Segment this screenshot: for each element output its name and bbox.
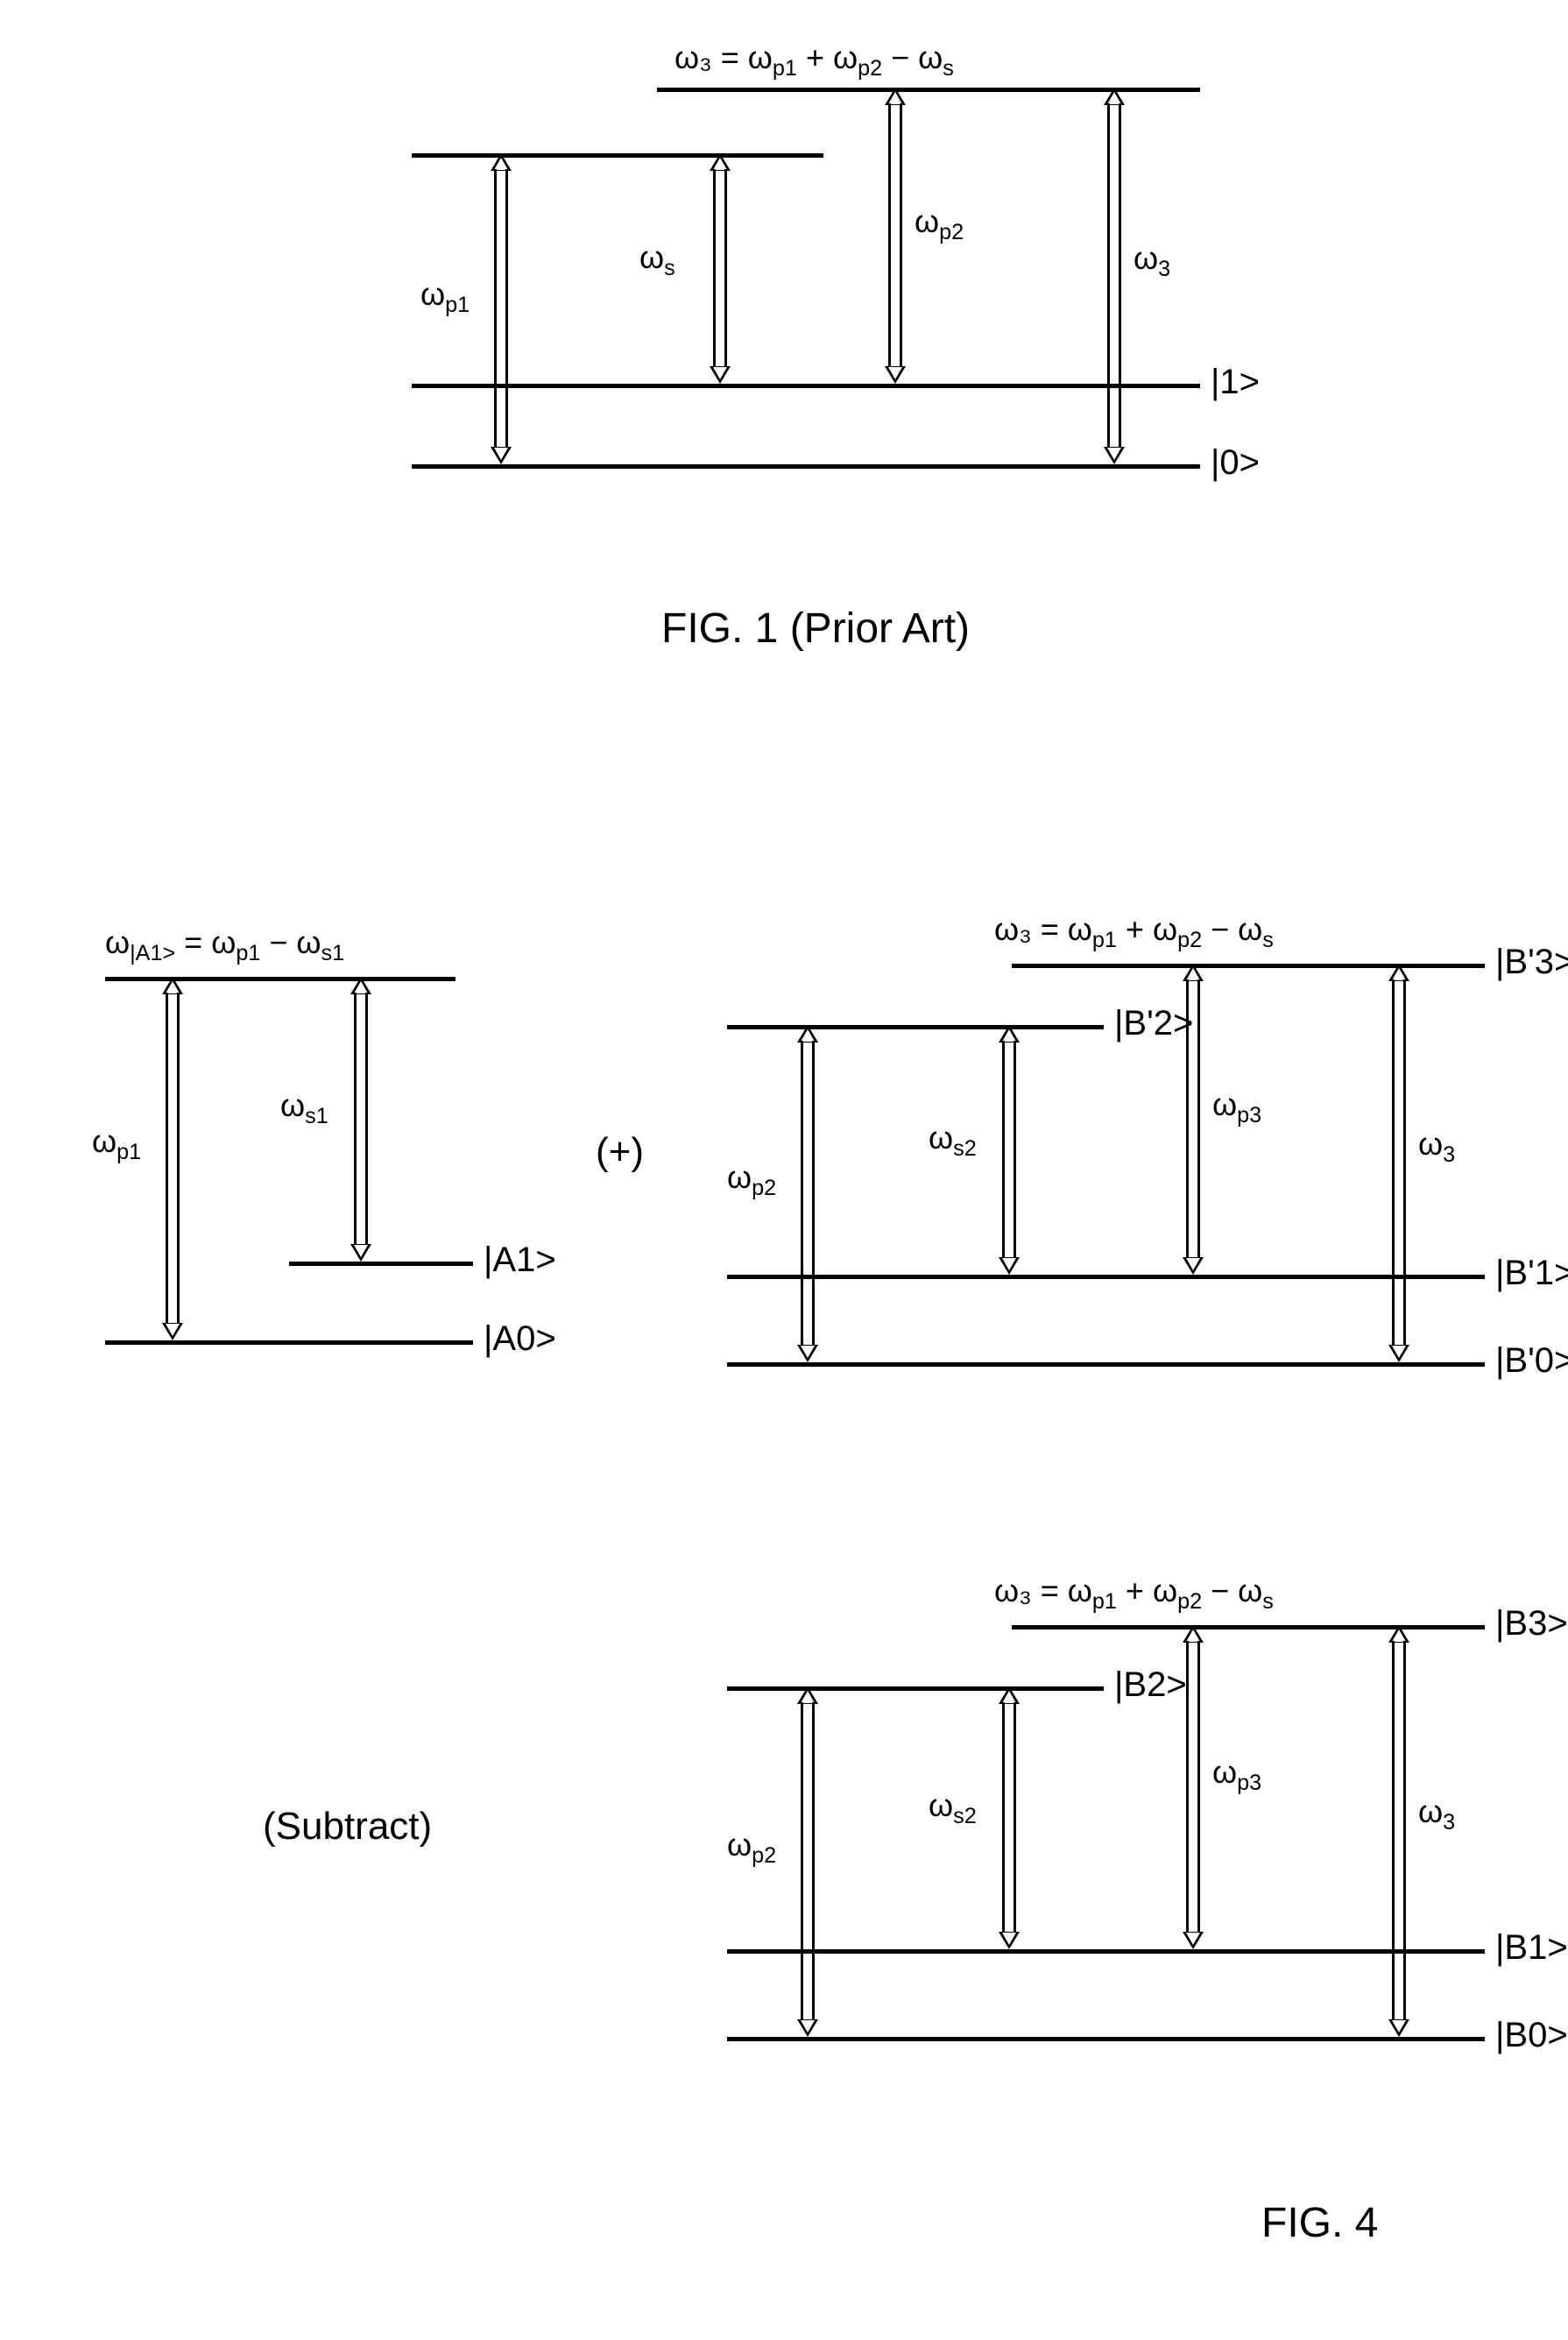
panelA-equation: ω|A1> = ωp1 − ωs1 xyxy=(105,924,344,966)
panelBprime-label-Bp0: |B'0> xyxy=(1495,1341,1568,1381)
panelA-level-A-top xyxy=(105,977,456,981)
fig1-caption: FIG. 1 (Prior Art) xyxy=(661,604,970,653)
panelBprime-arrow-wp3 xyxy=(1183,964,1204,1275)
fig1-arrow-label-ws: ωs xyxy=(639,239,675,281)
panelBprime-arrow-wp2 xyxy=(797,1025,818,1362)
subtract-label: (Subtract) xyxy=(263,1805,432,1849)
panelB-arrow-label-w3: ω3 xyxy=(1418,1793,1455,1835)
panelBprime-level-Bp0 xyxy=(727,1362,1485,1367)
panelBprime-arrow-ws2 xyxy=(999,1025,1020,1275)
panelA-level-A1 xyxy=(289,1262,473,1266)
panelBprime-arrow-label-wp2: ωp2 xyxy=(727,1159,776,1201)
panelB-label-B1: |B1> xyxy=(1495,1928,1568,1968)
fig1-level-one xyxy=(412,384,1200,388)
fig1-arrow-label-wp1: ωp1 xyxy=(420,276,470,318)
fig1-level-zero xyxy=(412,464,1200,469)
panelB-level-B2 xyxy=(727,1686,1104,1691)
panelB-label-B3: |B3> xyxy=(1495,1604,1568,1644)
panelB-label-B2: |B2> xyxy=(1114,1665,1187,1705)
plus-label: (+) xyxy=(596,1130,644,1174)
panelBprime-arrow-label-w3: ω3 xyxy=(1418,1126,1455,1168)
panelA-level-A0 xyxy=(105,1340,473,1345)
page: ω₃ = ωp1 + ωp2 − ωs FIG. 1 (Prior Art) (… xyxy=(0,0,1568,2340)
panelA-label-A0: |A0> xyxy=(484,1319,556,1359)
fig1-label-zero: |0> xyxy=(1211,443,1260,483)
panelB-arrow-wp3 xyxy=(1183,1625,1204,1949)
panelBprime-label-Bp3: |B'3> xyxy=(1495,943,1568,982)
fig1-arrow-ws xyxy=(710,153,731,384)
panelA-arrow-wp1 xyxy=(162,977,183,1340)
panelA-arrow-label-ws1: ωs1 xyxy=(280,1087,328,1129)
panelBprime-arrow-label-ws2: ωs2 xyxy=(929,1120,977,1162)
fig1-arrow-label-w3: ω3 xyxy=(1134,240,1170,282)
panelB-level-B3 xyxy=(1012,1625,1485,1630)
fig1-equation: ω₃ = ωp1 + ωp2 − ωs xyxy=(675,39,954,81)
panelB-level-B0 xyxy=(727,2037,1485,2041)
panelBprime-equation: ω₃ = ωp1 + ωp2 − ωs xyxy=(994,911,1274,953)
panelB-arrow-w3 xyxy=(1388,1625,1409,2037)
panelB-arrow-label-ws2: ωs2 xyxy=(929,1787,977,1829)
fig1-arrow-w3 xyxy=(1104,88,1125,464)
fig1-arrow-wp1 xyxy=(491,153,512,464)
panelB-arrow-label-wp2: ωp2 xyxy=(727,1827,776,1869)
fig1-arrow-label-wp2: ωp2 xyxy=(915,203,964,245)
panelB-arrow-ws2 xyxy=(999,1686,1020,1949)
panelA-arrow-label-wp1: ωp1 xyxy=(92,1123,141,1165)
panelB-arrow-wp2 xyxy=(797,1686,818,2037)
panelB-label-B0: |B0> xyxy=(1495,2016,1568,2055)
panelBprime-level-Bp1 xyxy=(727,1275,1485,1279)
panelBprime-arrow-w3 xyxy=(1388,964,1409,1362)
panelA-label-A1: |A1> xyxy=(484,1241,556,1280)
panelBprime-arrow-label-wp3: ωp3 xyxy=(1212,1086,1261,1128)
panelB-level-B1 xyxy=(727,1949,1485,1954)
panelBprime-level-Bp3 xyxy=(1012,964,1485,968)
fig1-level-mid-left xyxy=(412,153,823,158)
panelBprime-label-Bp2: |B'2> xyxy=(1114,1004,1193,1043)
panelBprime-label-Bp1: |B'1> xyxy=(1495,1254,1568,1293)
fig1-label-one: |1> xyxy=(1211,363,1260,402)
panelB-arrow-label-wp3: ωp3 xyxy=(1212,1754,1261,1796)
fig1-arrow-wp2 xyxy=(885,88,906,384)
fig4-caption: FIG. 4 xyxy=(1261,2199,1378,2247)
panelBprime-level-Bp2 xyxy=(727,1025,1104,1029)
panelA-arrow-ws1 xyxy=(350,977,371,1262)
panelB-equation: ω₃ = ωp1 + ωp2 − ωs xyxy=(994,1573,1274,1615)
